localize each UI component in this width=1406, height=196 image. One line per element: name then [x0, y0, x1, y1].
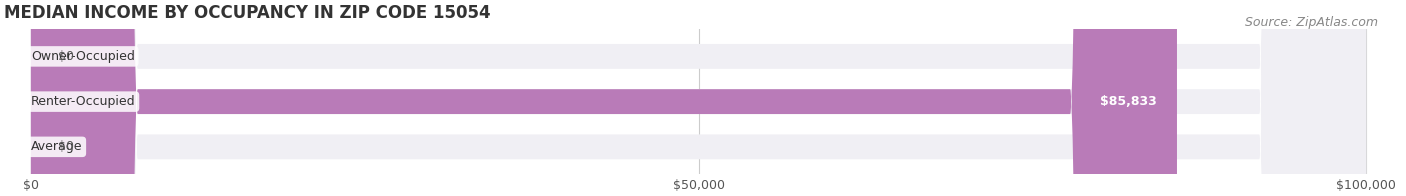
- Text: $0: $0: [58, 140, 73, 153]
- Text: Renter-Occupied: Renter-Occupied: [31, 95, 135, 108]
- FancyBboxPatch shape: [31, 0, 1177, 196]
- FancyBboxPatch shape: [31, 0, 1367, 196]
- Text: $0: $0: [58, 50, 73, 63]
- Text: Source: ZipAtlas.com: Source: ZipAtlas.com: [1244, 16, 1378, 29]
- Text: $85,833: $85,833: [1101, 95, 1157, 108]
- Text: MEDIAN INCOME BY OCCUPANCY IN ZIP CODE 15054: MEDIAN INCOME BY OCCUPANCY IN ZIP CODE 1…: [4, 4, 491, 22]
- FancyBboxPatch shape: [31, 0, 1367, 196]
- FancyBboxPatch shape: [31, 0, 1367, 196]
- Text: Owner-Occupied: Owner-Occupied: [31, 50, 135, 63]
- Text: Average: Average: [31, 140, 83, 153]
